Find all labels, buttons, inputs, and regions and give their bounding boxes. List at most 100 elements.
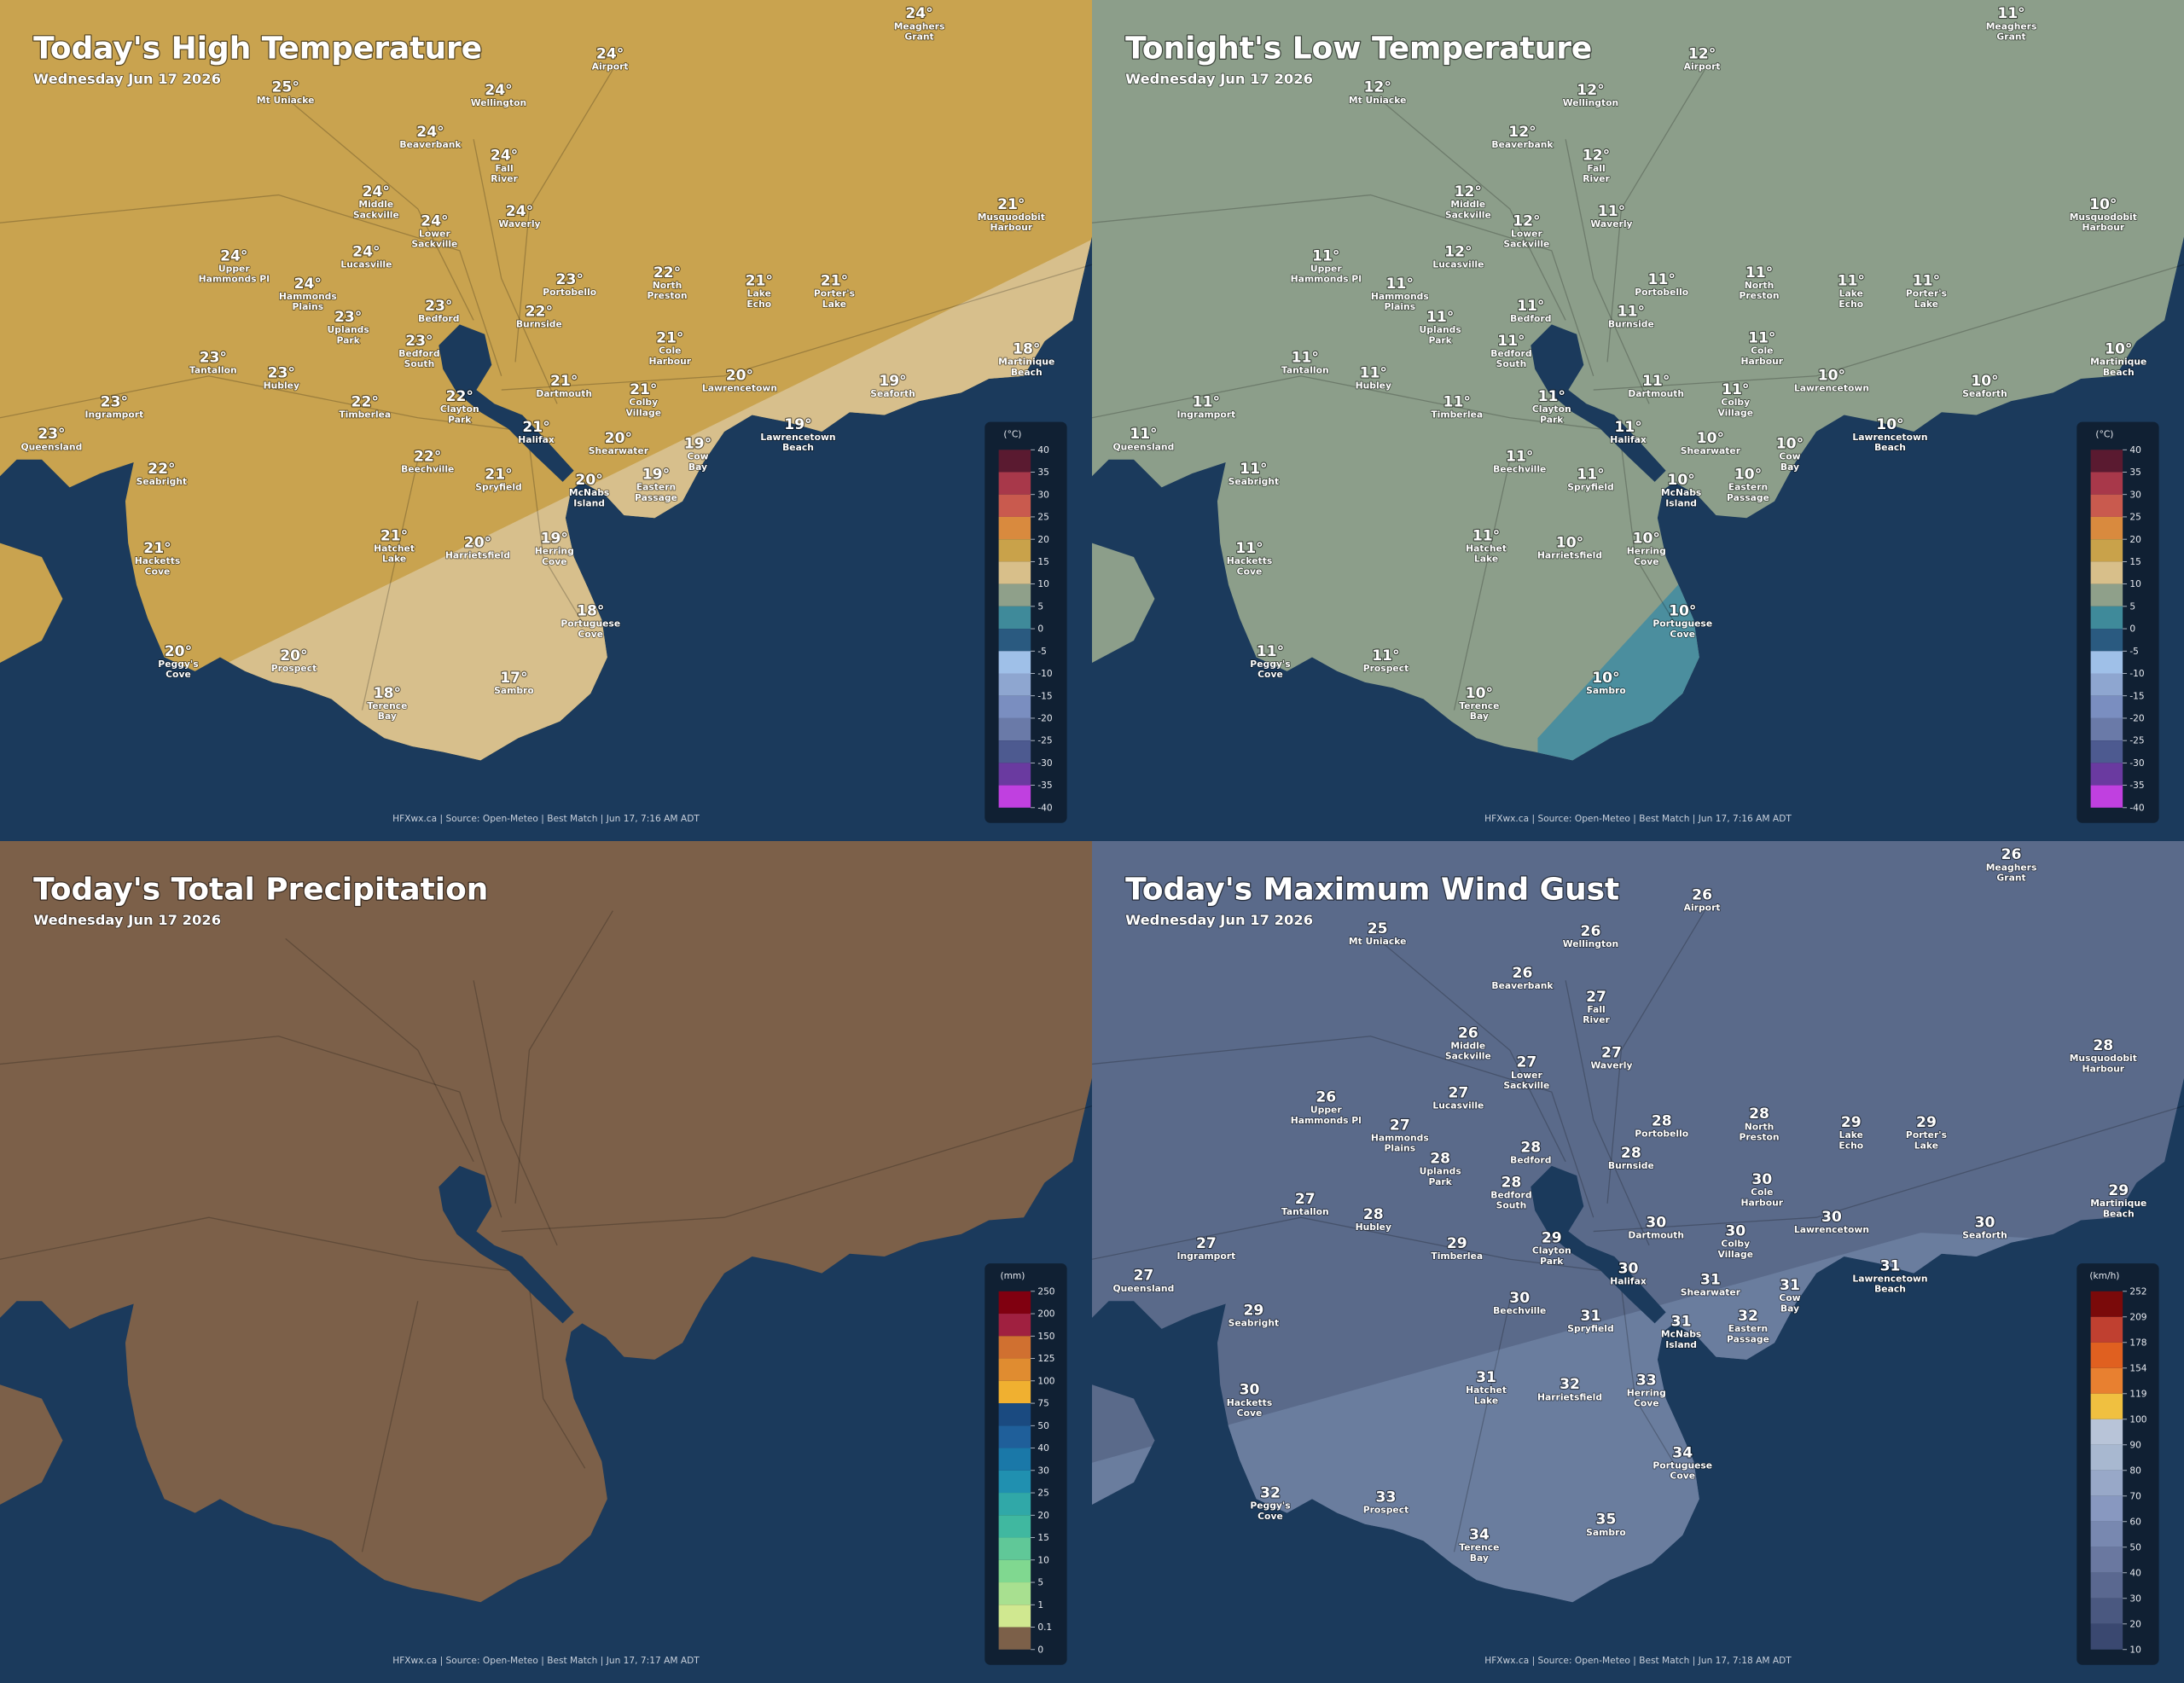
place-value: 11° — [1386, 276, 1414, 293]
place-value: 23° — [268, 364, 295, 381]
place-value: 12° — [1455, 183, 1482, 200]
place-name: Shearwater — [1681, 445, 1741, 456]
place-name: Colby — [1721, 1239, 1750, 1250]
place-value: 23° — [556, 271, 584, 288]
legend-tick-label: 40 — [2129, 444, 2141, 456]
road — [501, 1105, 1092, 1233]
legend-tick-label: -25 — [2129, 735, 2144, 746]
place-value: 12° — [1583, 148, 1610, 165]
place-name: Portuguese — [1653, 618, 1712, 630]
road — [473, 139, 558, 404]
legend-tick-label: 250 — [1037, 1285, 1054, 1297]
place-name: Mt Uniacke — [1349, 936, 1407, 947]
place-name: Lucasville — [1432, 258, 1484, 270]
place-value: 10° — [2089, 196, 2117, 213]
place-value: 10° — [1669, 603, 1696, 620]
place-name: Park — [1540, 1256, 1564, 1267]
place-name: Sackville — [1445, 1051, 1491, 1062]
place-name: Sackville — [1503, 239, 1549, 250]
place-value: 19° — [684, 436, 712, 453]
legend-swatch — [998, 1627, 1031, 1650]
place-name: Bedford — [398, 348, 439, 359]
legend-tick-label: 10 — [1037, 578, 1049, 589]
road — [1620, 1286, 1678, 1469]
place-value: 11° — [1838, 273, 1865, 290]
map-subtitle: Wednesday Jun 17 2026 — [33, 912, 221, 928]
map-subtitle: Wednesday Jun 17 2026 — [1125, 71, 1313, 87]
place-value: 17° — [500, 670, 527, 687]
legend-swatch — [998, 1559, 1031, 1583]
place-name: Bedford — [1490, 348, 1531, 359]
legend-swatch — [2090, 1419, 2123, 1445]
road — [1092, 1216, 1622, 1274]
place-name: Seaforth — [870, 388, 915, 399]
legend-tick-label: -35 — [1037, 780, 1052, 791]
place-name: Porter's — [1906, 288, 1947, 299]
place-name: Porter's — [1906, 1129, 1947, 1140]
harbour — [1531, 324, 1666, 482]
place-value: 21° — [997, 196, 1025, 213]
place-name: Terence — [367, 700, 407, 711]
place-name: Sambro — [494, 685, 534, 696]
place-value: 10° — [1971, 373, 1998, 390]
place-name: Hatchet — [374, 543, 415, 554]
legend-tick-label: -20 — [1037, 713, 1053, 724]
place-value: 11° — [1257, 643, 1284, 660]
legend-tick-label: 200 — [1037, 1309, 1054, 1320]
place-value: 22° — [446, 388, 473, 405]
legend-tick-label: 30 — [1037, 489, 1049, 500]
legend-swatch — [998, 1403, 1031, 1426]
legend-tick-label: 20 — [1037, 1510, 1049, 1521]
place-name: Timberlea — [1431, 409, 1483, 421]
place-name: Uplands — [1420, 324, 1461, 335]
place-name: Echo — [746, 299, 771, 310]
legend-tick-label: 5 — [1037, 601, 1043, 612]
legend-swatch — [998, 1380, 1031, 1404]
place-value: 29 — [1447, 1235, 1467, 1252]
place-value: 11° — [1517, 298, 1544, 315]
place-name: North — [1745, 280, 1774, 291]
place-value: 20° — [280, 647, 307, 664]
place-name: Hatchet — [1466, 543, 1507, 554]
place-value: 20° — [726, 368, 753, 385]
map-subtitle: Wednesday Jun 17 2026 — [33, 71, 221, 87]
place-name: Hammonds — [279, 291, 337, 302]
place-name: Cove — [542, 556, 567, 567]
place-name: River — [491, 173, 518, 184]
land — [1092, 543, 1155, 664]
legend-swatch — [998, 785, 1031, 808]
place-value: 19° — [879, 373, 906, 390]
place-name: Lake — [747, 288, 771, 299]
place-name: Grant — [1996, 32, 2025, 43]
place-name: Tantallon — [1281, 1206, 1329, 1217]
place-name: Bedford — [418, 313, 459, 324]
place-value: 30 — [1646, 1215, 1666, 1232]
legend-tick-label: 1 — [1037, 1599, 1043, 1610]
road — [1453, 459, 1511, 711]
legend-swatch — [998, 539, 1031, 562]
place-value: 24° — [421, 212, 448, 229]
legend-swatch — [998, 1448, 1031, 1471]
legend-tick-label: 25 — [1037, 512, 1049, 523]
place-name: Sackville — [353, 209, 399, 220]
place-value: 27 — [1295, 1191, 1316, 1208]
place-name: Passage — [1727, 492, 1769, 503]
place-name: Porter's — [814, 288, 855, 299]
place-value: 20° — [165, 643, 192, 660]
place-name: Cove — [1670, 629, 1695, 640]
source-note: HFXwx.ca | Source: Open-Meteo | Best Mat… — [1484, 1655, 1792, 1666]
place-name: Wellington — [1563, 97, 1618, 108]
place-value: 26 — [1513, 965, 1533, 982]
place-name: Spryfield — [1567, 1323, 1613, 1334]
place-value: 24° — [491, 148, 518, 165]
place-name: Harrietsfield — [1537, 1391, 1602, 1402]
legend-swatch — [2090, 673, 2123, 696]
place-name: Harrietsfield — [1537, 550, 1602, 561]
place-name: Spryfield — [475, 482, 521, 493]
legend-swatch — [998, 583, 1031, 606]
place-name: Beechville — [401, 463, 454, 474]
legend-tick-label: 10 — [2129, 1644, 2141, 1655]
place-name: Queensland — [1112, 441, 1174, 452]
place-name: Harbour — [2082, 222, 2124, 233]
place-name: Sackville — [411, 239, 457, 250]
